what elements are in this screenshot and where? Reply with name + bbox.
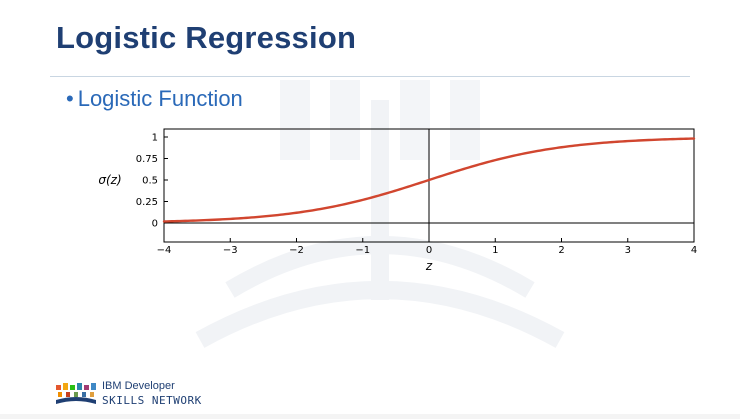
y-tick-label: 0.5 [142,176,158,187]
y-tick-label: 0.75 [136,154,158,165]
x-axis-label: z [425,259,433,273]
y-tick-label: 0 [152,219,158,230]
title-divider [50,76,690,77]
brand-line-1: IBM Developer [102,380,175,392]
x-tick-label: −4 [157,245,172,256]
bullet-dot: • [66,86,74,111]
x-tick-label: −2 [289,245,304,256]
bullet-text: Logistic Function [77,86,243,111]
y-axis-label: σ(z) [98,173,121,187]
brand-line-2: SKILLS NETWORK [102,394,202,407]
bottom-bar [0,414,740,419]
x-tick-label: 2 [558,245,564,256]
x-tick-label: 3 [625,245,631,256]
watermark-logo [195,80,565,348]
y-tick-label: 0.25 [136,197,158,208]
x-tick-label: −3 [223,245,238,256]
ibm-skills-network-logo [56,383,96,404]
x-tick-label: 4 [691,245,697,256]
x-tick-label: −1 [355,245,370,256]
x-tick-label: 0 [426,245,432,256]
sigmoid-curve [162,137,696,223]
y-tick-label: 1 [152,133,158,144]
x-tick-label: 1 [492,245,498,256]
bullet-item: • Logistic Function [66,86,243,112]
brand-text: IBM Developer SKILLS NETWORK [102,380,202,407]
slide-title: Logistic Regression [56,20,357,55]
